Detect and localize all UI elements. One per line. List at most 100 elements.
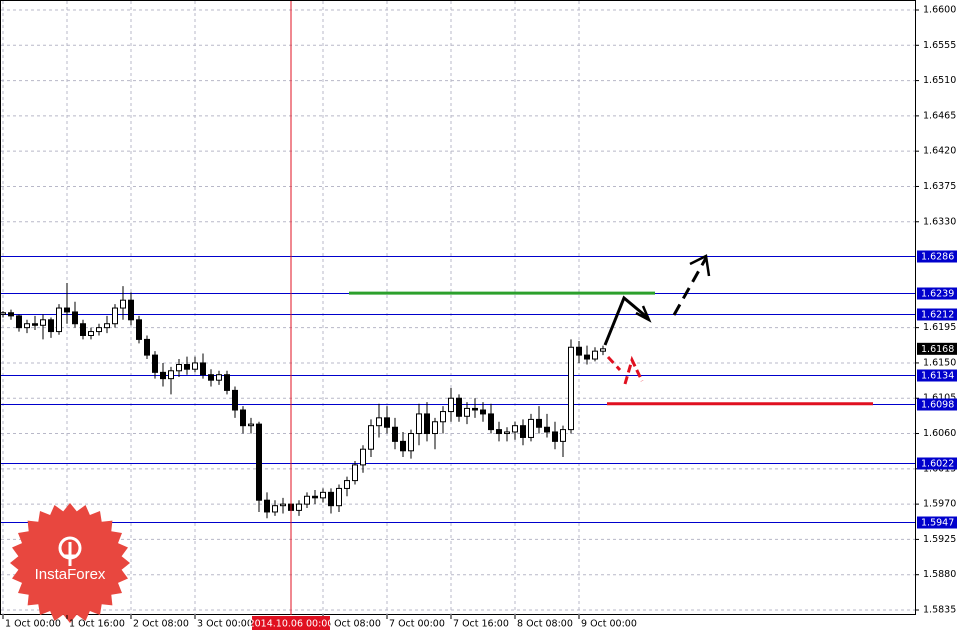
candle-body <box>528 418 534 438</box>
candle-body <box>184 364 190 370</box>
candle-body <box>336 487 342 507</box>
cursor-label-box <box>252 616 330 630</box>
x-tick-label: 1 Oct 00:00 <box>5 619 61 630</box>
candle-body <box>544 426 550 433</box>
candle-body <box>256 423 262 501</box>
candle-body <box>96 327 102 333</box>
level-label: 1.6134 <box>921 371 954 382</box>
x-tick-label: 8 Oct 08:00 <box>517 619 573 630</box>
candle-body <box>408 433 414 452</box>
level-label-box <box>917 457 957 470</box>
level-label: 1.6098 <box>921 400 954 411</box>
candle-body <box>144 338 150 356</box>
candle-body <box>392 426 398 442</box>
candle-body <box>136 319 142 340</box>
candle-body <box>600 348 606 352</box>
y-tick-label: 1.5880 <box>923 569 956 580</box>
candle-body <box>560 429 566 442</box>
candle-body <box>344 480 350 489</box>
candle-body <box>360 448 366 466</box>
candles <box>0 282 606 520</box>
candle-body <box>48 319 54 333</box>
candle-body <box>176 364 182 372</box>
logo-icon <box>63 542 77 566</box>
level-label-box <box>917 287 957 300</box>
level-label: 1.6286 <box>921 252 954 263</box>
candle-body <box>80 323 86 336</box>
arrow <box>606 355 622 372</box>
candle-body <box>400 440 406 452</box>
candle-body <box>456 397 462 417</box>
level-label-box <box>917 398 957 411</box>
candle-body <box>72 311 78 325</box>
candle-body <box>208 374 214 381</box>
candle-body <box>240 409 246 427</box>
x-tick-label: 7 Oct 16:00 <box>453 619 509 630</box>
plot-frame <box>0 0 916 615</box>
y-tick-label: 1.6465 <box>923 110 956 121</box>
candle-body <box>352 464 358 482</box>
x-tick-label: 7 Oct 00:00 <box>389 619 445 630</box>
candle-body <box>304 495 310 505</box>
candle-body <box>64 307 70 313</box>
y-tick-label: 1.6555 <box>923 40 956 51</box>
candle-body <box>40 319 46 326</box>
candle-body <box>312 495 318 499</box>
logo-text: InstaForex <box>35 566 106 583</box>
y-tick-label: 1.6105 <box>923 393 956 404</box>
candle-body <box>440 411 446 423</box>
arrowhead <box>635 305 652 323</box>
candle-body <box>480 409 486 415</box>
candle-body <box>592 350 598 360</box>
candle-body <box>584 354 590 360</box>
candle-body <box>432 421 438 435</box>
candle-body <box>32 323 38 326</box>
candle-body <box>232 389 238 411</box>
candle-body <box>488 413 494 431</box>
candle-body <box>552 431 558 442</box>
candle-body <box>416 413 422 435</box>
logo: InstaForex <box>10 503 130 623</box>
level-label-box <box>917 250 957 263</box>
y-tick-label: 1.6150 <box>923 357 956 368</box>
candle-body <box>8 312 14 317</box>
level-label: 1.6212 <box>921 310 954 321</box>
candle-body <box>16 315 22 329</box>
y-tick-label: 1.6195 <box>923 322 956 333</box>
candle-body <box>576 346 582 356</box>
candle-body <box>120 299 126 309</box>
candle-body <box>320 491 326 499</box>
candle-body <box>168 370 174 380</box>
candle-body <box>88 331 94 336</box>
candle-body <box>280 503 286 507</box>
candle-body <box>192 362 198 370</box>
arrow <box>672 257 708 316</box>
level-label-box <box>917 369 957 382</box>
y-tick-label: 1.6510 <box>923 75 956 86</box>
candle-body <box>296 503 302 511</box>
y-tick-label: 1.5925 <box>923 534 956 545</box>
y-tick-label: 1.5835 <box>923 605 956 616</box>
candle-body <box>152 354 158 373</box>
cursor-label: 2014.10.06 00:00 <box>249 619 334 630</box>
y-tick-label: 1.6330 <box>923 216 956 227</box>
x-tick-label: 6 Oct 08:00 <box>325 619 381 630</box>
level-label: 1.6239 <box>921 289 954 300</box>
candle-body <box>264 499 270 513</box>
candle-body <box>224 374 230 391</box>
candle-body <box>376 417 382 427</box>
candle-body <box>248 423 254 427</box>
candle-body <box>496 429 502 435</box>
current-price-box <box>917 342 957 355</box>
y-tick-label: 1.6375 <box>923 181 956 192</box>
candle-body <box>0 312 6 315</box>
candle-body <box>424 413 430 435</box>
candle-body <box>216 374 222 381</box>
levels <box>1 256 915 523</box>
x-tick-label: 1 Oct 16:00 <box>69 619 125 630</box>
candle-body <box>104 323 110 329</box>
candle-body <box>160 371 166 380</box>
candle-body <box>128 299 134 321</box>
level-label-box <box>917 516 957 529</box>
